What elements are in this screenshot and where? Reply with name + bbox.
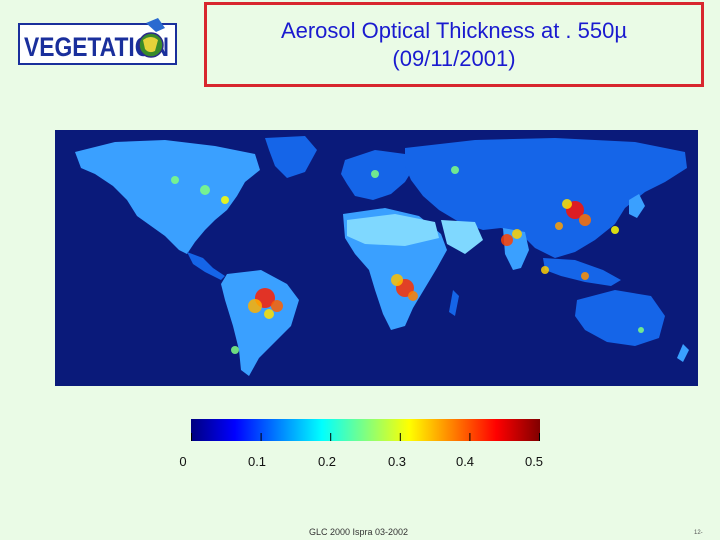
aot-hotspot	[371, 170, 379, 178]
land-north-america	[75, 140, 260, 254]
title-line-1: Aerosol Optical Thickness at . 550µ	[280, 17, 628, 43]
title-line-2: (09/11/2001)	[392, 45, 516, 71]
aot-hotspot	[512, 229, 522, 239]
land-se-asia	[543, 258, 621, 286]
aot-hotspot	[562, 199, 572, 209]
desert-sahara	[347, 214, 439, 246]
aot-colorbar	[191, 419, 540, 441]
colorbar-tick-label-4: 0.4	[455, 454, 475, 469]
land-central-america	[187, 252, 225, 280]
footer-credit: GLC 2000 Ispra 03-2002	[309, 527, 409, 537]
colorbar-tick-label-3: 0.3	[387, 454, 407, 469]
aot-hotspot	[248, 299, 262, 313]
land-madagascar	[449, 290, 459, 316]
aot-hotspot	[408, 291, 418, 301]
aot-hotspot	[231, 346, 239, 354]
aot-hotspot	[391, 274, 403, 286]
page-number: 12-	[694, 530, 703, 536]
aot-hotspot	[541, 266, 549, 274]
colorbar-tick-label-1: 0.1	[247, 454, 267, 469]
desert-arabia	[441, 220, 483, 254]
aot-hotspot	[264, 309, 274, 319]
land-new-zealand	[677, 344, 689, 362]
aot-hotspot	[451, 166, 459, 174]
colorbar-tick-label-0: 0	[179, 454, 187, 469]
title-box: Aerosol Optical Thickness at . 550µ (09/…	[204, 2, 704, 87]
aot-hotspot	[271, 300, 283, 312]
vegetation-logo: VEGETATION	[18, 18, 178, 68]
land-greenland	[265, 136, 317, 178]
world-aot-map	[55, 130, 698, 386]
aot-hotspot	[501, 234, 513, 246]
colorbar-tick-label-5: 0.5	[524, 454, 544, 469]
land-south-america	[221, 270, 299, 376]
aot-hotspot	[611, 226, 619, 234]
aot-hotspot	[171, 176, 179, 184]
aot-hotspots	[171, 166, 644, 354]
aot-hotspot	[581, 272, 589, 280]
land-asia	[405, 138, 687, 258]
aot-hotspot	[221, 196, 229, 204]
aot-hotspot	[555, 222, 563, 230]
aot-hotspot	[638, 327, 644, 333]
land-japan	[629, 194, 645, 218]
aot-hotspot	[579, 214, 591, 226]
colorbar-tick-label-2: 0.2	[317, 454, 337, 469]
aot-hotspot	[200, 185, 210, 195]
